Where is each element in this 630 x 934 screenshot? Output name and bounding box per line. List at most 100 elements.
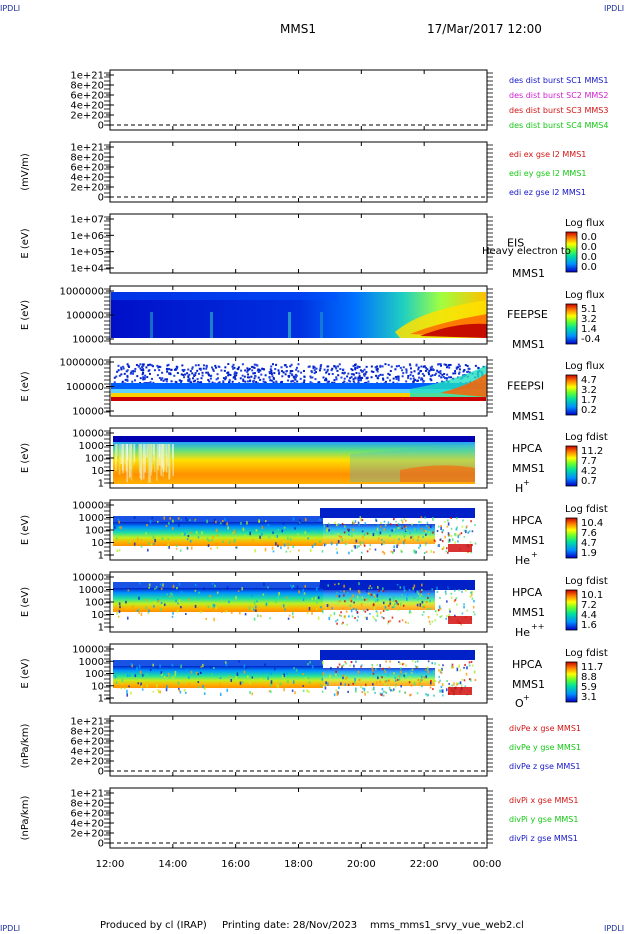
heatmap-streak xyxy=(162,444,165,459)
heatmap-speckle xyxy=(397,375,400,378)
heatmap-speckle xyxy=(397,544,400,547)
heatmap-speckle xyxy=(172,676,175,679)
heatmap-blob xyxy=(448,616,472,624)
heatmap-speckle xyxy=(224,661,227,664)
heatmap-speckle xyxy=(397,364,400,367)
heatmap-speckle xyxy=(358,582,360,585)
heatmap-speckle xyxy=(412,587,415,590)
heatmap-speckle xyxy=(416,692,419,695)
heatmap-speckle xyxy=(401,584,403,587)
heatmap-speckle xyxy=(123,687,126,690)
heatmap-speckle xyxy=(383,527,386,531)
logo-top-right: IPDLI xyxy=(604,4,625,13)
heatmap-speckle xyxy=(213,617,215,622)
heatmap-speckle xyxy=(140,612,143,616)
heatmap-speckle xyxy=(351,549,353,552)
y-tick-label: 10000 xyxy=(72,335,104,346)
heatmap-speckle xyxy=(341,522,344,525)
heatmap-speckle xyxy=(330,369,333,372)
heatmap-speckle xyxy=(387,620,390,623)
heatmap-speckle xyxy=(150,543,153,546)
heatmap-speckle xyxy=(307,663,309,666)
heatmap-speckle xyxy=(311,611,313,615)
heatmap-speckle xyxy=(351,615,354,618)
heatmap-speckle xyxy=(252,366,255,369)
legend-entry: divPi x gse MMS1 xyxy=(509,796,578,805)
heatmap-speckle xyxy=(167,363,170,366)
heatmap-speckle xyxy=(219,692,222,696)
heatmap-speckle xyxy=(436,369,439,372)
heatmap-speckle xyxy=(387,604,390,607)
heatmap-speckle xyxy=(270,371,273,374)
heatmap-speckle xyxy=(438,664,440,667)
heatmap-speckle xyxy=(312,365,315,368)
heatmap-speckle xyxy=(473,600,475,603)
heatmap-speckle xyxy=(340,376,343,379)
heatmap-speckle xyxy=(338,600,341,603)
heatmap-band xyxy=(113,522,323,546)
heatmap-speckle xyxy=(212,608,215,612)
colorbar-tick-label: 1.6 xyxy=(581,620,597,631)
colorbar xyxy=(565,517,578,559)
heatmap-speckle xyxy=(387,363,390,366)
heatmap-speckle xyxy=(297,370,300,373)
heatmap-speckle xyxy=(175,381,178,384)
heatmap-speckle xyxy=(212,527,215,531)
footer-filename: mms_mms1_srvy_vue_web2.cl xyxy=(370,920,524,931)
heatmap-band xyxy=(320,650,475,660)
spacecraft-label: MMS1 xyxy=(512,338,545,351)
heatmap-speckle xyxy=(413,584,416,588)
heatmap-speckle xyxy=(312,367,315,370)
heatmap-speckle xyxy=(321,550,324,553)
heatmap-speckle xyxy=(150,364,153,367)
heatmap-speckle xyxy=(397,527,400,530)
heatmap-speckle xyxy=(453,682,455,686)
colorbar-tick-label: 11.2 xyxy=(581,446,603,457)
heatmap-speckle xyxy=(185,669,188,673)
heatmap-speckle xyxy=(189,370,192,373)
heatmap-speckle xyxy=(146,523,148,527)
heatmap-speckle xyxy=(405,529,408,532)
heatmap-speckle xyxy=(152,690,155,693)
heatmap-speckle xyxy=(389,604,392,607)
heatmap-speckle xyxy=(346,591,349,594)
x-tick-label: 14:00 xyxy=(158,859,187,870)
heatmap-speckle xyxy=(345,610,348,613)
heatmap-speckle xyxy=(189,519,191,521)
heatmap-speckle xyxy=(236,546,238,549)
heatmap-speckle xyxy=(423,676,426,679)
heatmap-speckle xyxy=(167,675,170,678)
y-tick-label: 4e+20 xyxy=(70,819,104,830)
heatmap-speckle xyxy=(401,663,404,666)
heatmap-speckle xyxy=(205,617,208,621)
y-tick-label: 10 xyxy=(91,681,104,692)
heatmap-speckle xyxy=(194,584,197,587)
heatmap-speckle xyxy=(457,534,460,539)
legend-entry: des dist burst SC4 MMS4 xyxy=(509,121,608,130)
heatmap-speckle xyxy=(290,380,293,383)
heatmap-speckle xyxy=(339,368,342,371)
heatmap-speckle xyxy=(452,666,454,669)
heatmap-speckle xyxy=(308,681,311,684)
heatmap-speckle xyxy=(411,523,413,526)
heatmap-speckle xyxy=(144,374,147,377)
heatmap-speckle xyxy=(439,372,442,375)
heatmap-speckle xyxy=(277,685,279,688)
heatmap-speckle xyxy=(410,672,413,675)
heatmap-speckle xyxy=(414,550,416,554)
heatmap-speckle xyxy=(389,370,392,373)
heatmap-speckle xyxy=(427,660,430,663)
heatmap-speckle xyxy=(405,371,408,374)
heatmap-streak xyxy=(161,444,164,468)
heatmap-speckle xyxy=(246,675,249,679)
heatmap-speckle xyxy=(438,609,440,612)
heatmap-speckle xyxy=(413,370,416,373)
heatmap-speckle xyxy=(357,615,359,618)
heatmap-speckle xyxy=(383,541,385,544)
heatmap-speckle xyxy=(445,688,448,692)
heatmap-speckle xyxy=(349,664,351,667)
heatmap-speckle xyxy=(284,608,286,611)
y-tick-label: 1e+21 xyxy=(70,71,104,82)
heatmap-speckle xyxy=(422,380,425,383)
